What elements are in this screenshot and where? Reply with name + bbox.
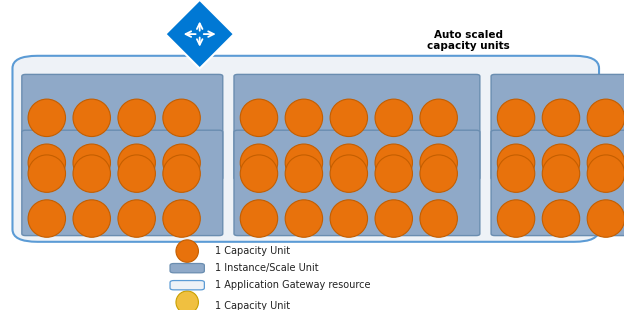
FancyBboxPatch shape [170,281,204,290]
Text: 1 Capacity Unit: 1 Capacity Unit [215,246,290,256]
Ellipse shape [240,200,278,237]
Ellipse shape [497,144,535,181]
Ellipse shape [330,155,368,192]
Ellipse shape [73,99,110,136]
Ellipse shape [497,200,535,237]
Ellipse shape [330,99,368,136]
FancyBboxPatch shape [234,130,480,236]
Ellipse shape [587,200,624,237]
Ellipse shape [163,200,200,237]
Ellipse shape [285,155,323,192]
Ellipse shape [420,99,457,136]
Ellipse shape [73,155,110,192]
FancyBboxPatch shape [491,74,624,180]
Ellipse shape [375,200,412,237]
Ellipse shape [587,155,624,192]
Ellipse shape [118,99,155,136]
Ellipse shape [28,144,66,181]
Ellipse shape [28,200,66,237]
Ellipse shape [420,144,457,181]
Text: 1 Instance/Scale Unit: 1 Instance/Scale Unit [215,263,319,273]
Ellipse shape [240,155,278,192]
Ellipse shape [73,200,110,237]
Ellipse shape [587,99,624,136]
FancyBboxPatch shape [12,56,599,242]
Ellipse shape [240,144,278,181]
Ellipse shape [542,99,580,136]
Ellipse shape [240,99,278,136]
Ellipse shape [176,291,198,310]
Ellipse shape [375,99,412,136]
Ellipse shape [330,144,368,181]
Polygon shape [165,0,234,69]
Ellipse shape [375,144,412,181]
Ellipse shape [118,155,155,192]
Ellipse shape [542,155,580,192]
Ellipse shape [73,144,110,181]
Ellipse shape [542,200,580,237]
Ellipse shape [497,155,535,192]
Ellipse shape [285,144,323,181]
FancyBboxPatch shape [234,74,480,180]
FancyBboxPatch shape [170,264,204,273]
Ellipse shape [375,155,412,192]
Text: Auto scaled
capacity units: Auto scaled capacity units [427,29,509,51]
FancyBboxPatch shape [22,74,223,180]
Text: 1 Capacity Unit
(Additional CUs based on usage
above reserved capacity): 1 Capacity Unit (Additional CUs based on… [215,301,371,310]
Ellipse shape [163,99,200,136]
FancyBboxPatch shape [491,130,624,236]
Text: 1 Application Gateway resource: 1 Application Gateway resource [215,280,371,290]
Ellipse shape [420,155,457,192]
Ellipse shape [497,99,535,136]
Ellipse shape [285,99,323,136]
Ellipse shape [420,200,457,237]
FancyBboxPatch shape [22,130,223,236]
Ellipse shape [118,200,155,237]
Ellipse shape [176,240,198,262]
Ellipse shape [118,144,155,181]
Ellipse shape [330,200,368,237]
Ellipse shape [285,200,323,237]
Ellipse shape [587,144,624,181]
Ellipse shape [163,144,200,181]
Ellipse shape [28,99,66,136]
Ellipse shape [542,144,580,181]
Ellipse shape [163,155,200,192]
Ellipse shape [28,155,66,192]
